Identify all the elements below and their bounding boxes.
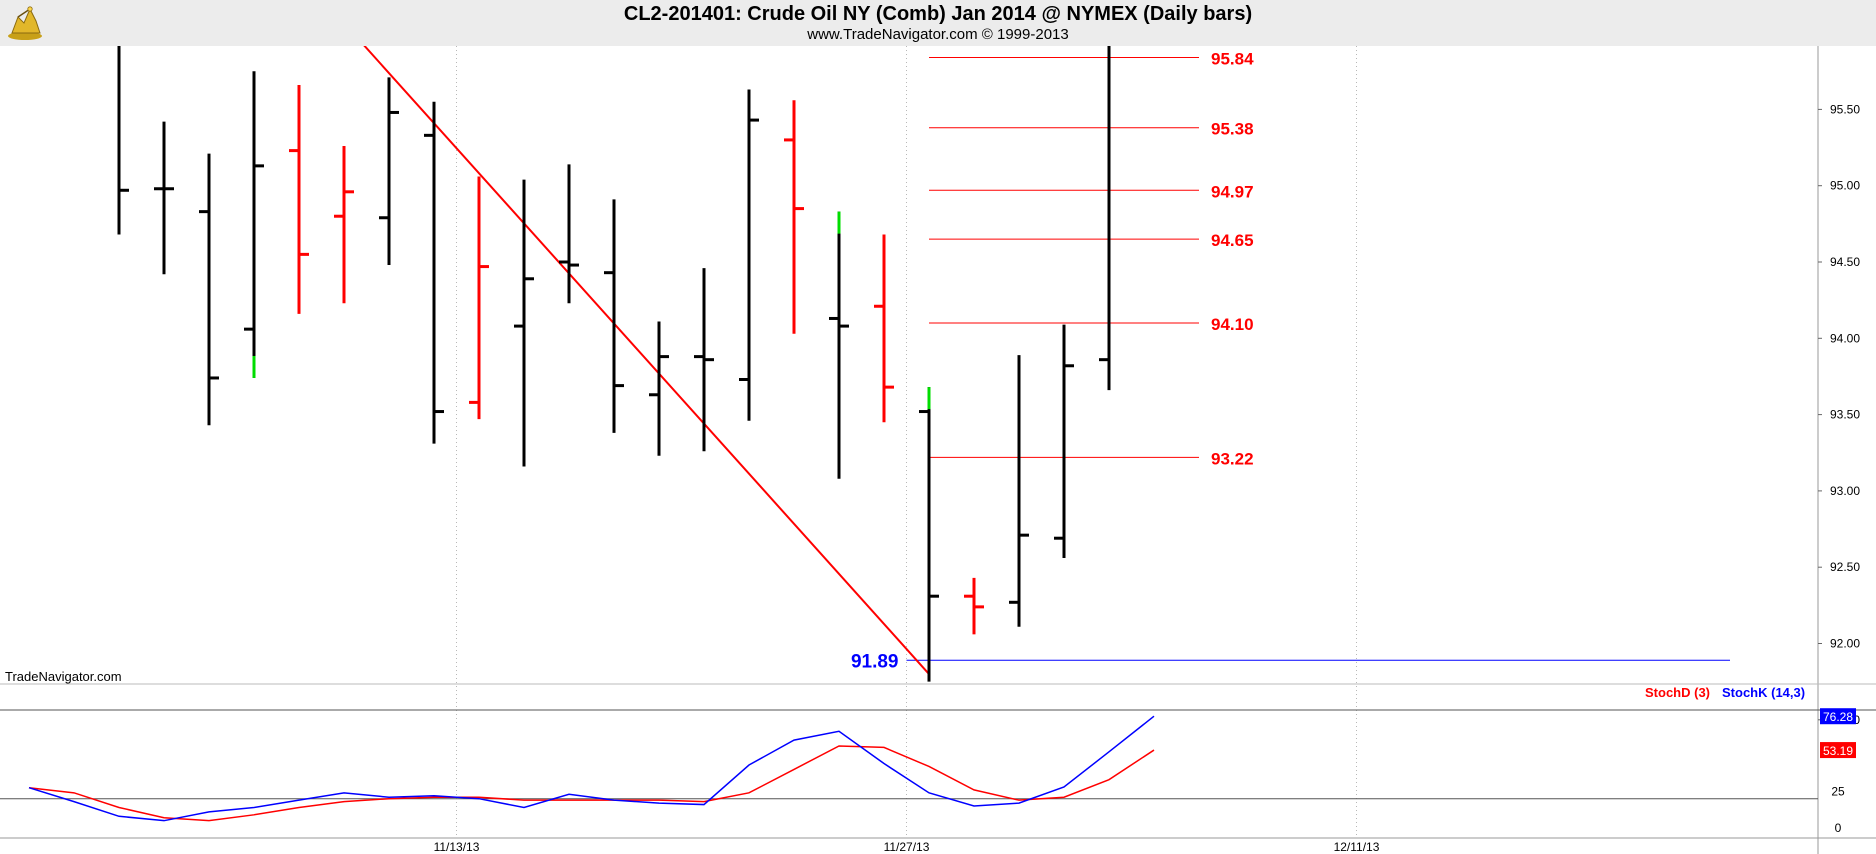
ohlc-bar: [919, 387, 939, 682]
ohlc-bar: [1099, 46, 1111, 391]
levels-layer: 99.4599.3498.1797.8897.6195.8495.3894.97…: [851, 50, 1730, 672]
y-tick-label: 93.00: [1830, 484, 1860, 498]
trendline-layer: [363, 46, 930, 675]
stoch-last-tag: [1820, 708, 1856, 725]
ohlc-bar: [874, 234, 894, 423]
legend-stochk: StochK (14,3): [1722, 685, 1805, 700]
ohlc-bar: [1054, 324, 1074, 559]
chart-title: CL2-201401: Crude Oil NY (Comb) Jan 2014…: [623, 3, 1253, 25]
chart-header: CL2-201401: Crude Oil NY (Comb) Jan 2014…: [0, 0, 1876, 46]
y-tick-label: 93.50: [1830, 408, 1860, 422]
ohlc-bar: [334, 146, 354, 304]
y-tick-label: 95.00: [1830, 179, 1860, 193]
axes-layer: 11/13/1311/27/1312/11/1391.5092.0092.509…: [0, 46, 1876, 854]
ohlc-bar: [784, 100, 804, 334]
level-label-95.84: 95.84: [1211, 50, 1254, 69]
stoch-y-tick-label: 0: [1835, 821, 1842, 835]
ohlc-bar: [154, 121, 174, 275]
ohlc-bar: [289, 84, 309, 314]
ohlc-bar: [739, 89, 759, 421]
y-tick-label: 92.50: [1830, 560, 1860, 574]
ohlc-bar: [604, 199, 624, 433]
ohlc-bar: [514, 179, 534, 467]
ohlc-bar: [244, 71, 264, 378]
stoch-last-label: 53.19: [1823, 744, 1853, 758]
y-tick-label: 92.00: [1830, 637, 1860, 651]
watermark-label: TradeNavigator.com: [5, 669, 122, 684]
ohlc-bar: [117, 46, 129, 235]
ohlc-bar: [829, 211, 849, 479]
x-tick-label: 11/13/13: [434, 840, 480, 854]
trade-navigator-logo-icon: [4, 3, 46, 43]
stoch-last-tag: [1820, 742, 1856, 759]
level-label-91.89: 91.89: [851, 651, 899, 672]
stoch-line-d: [28, 745, 1155, 822]
level-label-94.97: 94.97: [1211, 182, 1254, 201]
stoch-y-tick-label: 25: [1831, 784, 1845, 798]
stochastic-layer: 0 25 StochD (3) StochK (14,3) 53.19 76.28: [0, 685, 1856, 835]
y-tick-label: 94.00: [1830, 331, 1860, 345]
chart-canvas: 11/13/1311/27/1312/11/1391.5092.0092.509…: [0, 46, 1876, 854]
level-label-94.10: 94.10: [1211, 315, 1254, 334]
ohlc-bar: [199, 153, 219, 426]
chart-subtitle: www.TradeNavigator.com © 1999-2013: [807, 26, 1069, 43]
level-label-93.22: 93.22: [1211, 449, 1254, 468]
ohlc-bar: [1009, 355, 1029, 627]
x-tick-label: 12/11/13: [1334, 840, 1380, 854]
y-tick-label: 95.50: [1830, 102, 1860, 116]
y-tick-label: 94.50: [1830, 255, 1860, 269]
x-tick-label: 11/27/13: [884, 840, 930, 854]
stoch-last-label: 76.28: [1823, 710, 1853, 724]
price-bars-layer: [117, 46, 1111, 682]
ohlc-bar: [694, 268, 714, 452]
level-label-94.65: 94.65: [1211, 231, 1254, 250]
trendline: [363, 46, 930, 675]
stoch-line-k: [28, 715, 1155, 822]
ohlc-bar: [559, 164, 579, 304]
grid-layer: [456, 46, 1357, 838]
ohlc-bar: [964, 577, 984, 635]
ohlc-bar: [649, 321, 669, 456]
ohlc-bar: [469, 176, 489, 420]
level-label-95.38: 95.38: [1211, 120, 1254, 139]
ohlc-bar: [424, 101, 444, 444]
legend-stochd: StochD (3): [1645, 685, 1710, 700]
ohlc-bar: [379, 77, 399, 266]
